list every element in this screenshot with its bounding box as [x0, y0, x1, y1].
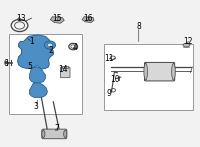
Bar — [9, 34, 82, 114]
Polygon shape — [50, 17, 64, 23]
Text: 10: 10 — [110, 75, 120, 84]
FancyBboxPatch shape — [60, 67, 70, 78]
Polygon shape — [29, 67, 45, 83]
Polygon shape — [82, 17, 94, 22]
Text: 11: 11 — [104, 54, 114, 64]
Text: 6: 6 — [3, 59, 8, 68]
Circle shape — [44, 41, 56, 49]
Text: 8: 8 — [136, 22, 141, 31]
Text: 14: 14 — [58, 65, 68, 74]
Ellipse shape — [56, 17, 59, 20]
Ellipse shape — [144, 63, 147, 80]
Text: 13: 13 — [16, 14, 25, 23]
Text: 9: 9 — [107, 89, 111, 98]
Bar — [62, 66, 68, 68]
Ellipse shape — [183, 43, 190, 47]
Polygon shape — [18, 35, 53, 69]
Polygon shape — [29, 83, 47, 97]
Text: 16: 16 — [83, 14, 93, 23]
Circle shape — [47, 43, 53, 47]
Text: 7: 7 — [54, 124, 59, 133]
Text: 1: 1 — [29, 37, 34, 46]
Ellipse shape — [42, 130, 45, 138]
Text: 2: 2 — [49, 46, 54, 55]
FancyBboxPatch shape — [42, 129, 67, 139]
Ellipse shape — [86, 17, 90, 20]
Text: 4: 4 — [73, 43, 78, 52]
Ellipse shape — [172, 63, 175, 80]
Ellipse shape — [64, 130, 67, 138]
FancyBboxPatch shape — [144, 62, 175, 81]
Text: 5: 5 — [27, 62, 32, 71]
Text: 3: 3 — [33, 102, 38, 111]
Bar — [104, 44, 193, 110]
Text: 15: 15 — [52, 14, 62, 23]
Text: 12: 12 — [184, 37, 193, 46]
